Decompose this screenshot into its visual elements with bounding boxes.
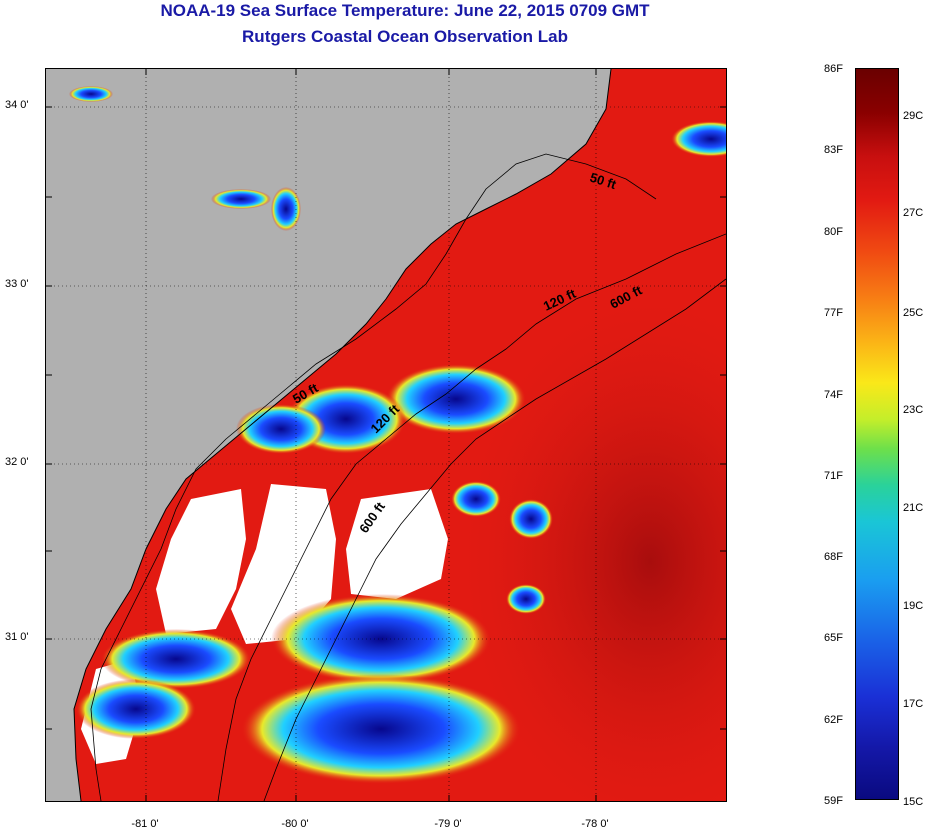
colorbar-c-15: 15C xyxy=(903,796,924,808)
cold-patch-11 xyxy=(451,481,501,517)
colorbar-c-25: 25C xyxy=(903,307,924,319)
colorbar-f-71: 71F xyxy=(824,470,843,482)
cold-patch-4 xyxy=(241,674,521,784)
cloud-patch-center xyxy=(231,484,336,644)
cold-patch-1 xyxy=(386,364,526,434)
colorbar-c-17: 17C xyxy=(903,698,924,710)
contour-50ft xyxy=(90,153,657,801)
sst-map-canvas: 50 ft 120 ft 600 ft 50 ft 120 ft 600 ft xyxy=(46,69,726,801)
temperature-colorbar xyxy=(855,68,899,800)
contour-600ft xyxy=(263,278,726,801)
map-title: NOAA-19 Sea Surface Temperature: June 22… xyxy=(160,1,650,20)
graticule xyxy=(46,69,726,801)
cold-patch-6 xyxy=(76,679,196,739)
lon-label-79: -79 0' xyxy=(434,818,462,830)
lat-label-31: 31 0' xyxy=(5,631,29,643)
lon-label-81: -81 0' xyxy=(131,818,159,830)
contour-120ft xyxy=(217,233,726,801)
colorbar-f-77: 77F xyxy=(824,307,843,319)
lat-label-34: 34 0' xyxy=(5,99,29,111)
colorbar-f-59: 59F xyxy=(824,795,843,807)
colorbar-f-68: 68F xyxy=(824,551,843,563)
colorbar-c-27: 27C xyxy=(903,207,924,219)
colorbar-f-74: 74F xyxy=(824,389,843,401)
colorbar-f-83: 83F xyxy=(824,144,843,156)
cold-patch-8 xyxy=(671,121,726,157)
cold-patch-9 xyxy=(509,499,553,539)
colorbar-f-80: 80F xyxy=(824,226,843,238)
cold-patch-7 xyxy=(236,404,326,454)
colorbar-c-19: 19C xyxy=(903,600,924,612)
cold-patch-5 xyxy=(101,629,251,689)
cold-patch-14 xyxy=(69,86,113,102)
cold-patch-13 xyxy=(211,189,271,209)
cloud-patch-west xyxy=(156,489,246,634)
colorbar-f-62: 62F xyxy=(824,714,843,726)
lat-label-32: 32 0' xyxy=(5,456,29,468)
colorbar-c-21: 21C xyxy=(903,502,924,514)
map-subtitle: Rutgers Coastal Ocean Observation Lab xyxy=(242,27,568,46)
cold-patch-12 xyxy=(271,187,301,231)
lat-label-33: 33 0' xyxy=(5,278,29,290)
frame-ticks xyxy=(46,69,726,801)
cold-patch-3 xyxy=(271,594,491,684)
colorbar-f-86: 86F xyxy=(824,63,843,75)
cloud-patch-east xyxy=(346,489,448,599)
colorbar-c-23: 23C xyxy=(903,404,924,416)
coastline xyxy=(73,69,612,801)
sst-map: 50 ft 120 ft 600 ft 50 ft 120 ft 600 ft xyxy=(45,68,727,802)
colorbar-c-29: 29C xyxy=(903,110,924,122)
colorbar-f-65: 65F xyxy=(824,632,843,644)
lon-label-78: -78 0' xyxy=(581,818,609,830)
cold-patch-10 xyxy=(506,584,546,614)
lon-label-80: -80 0' xyxy=(281,818,309,830)
